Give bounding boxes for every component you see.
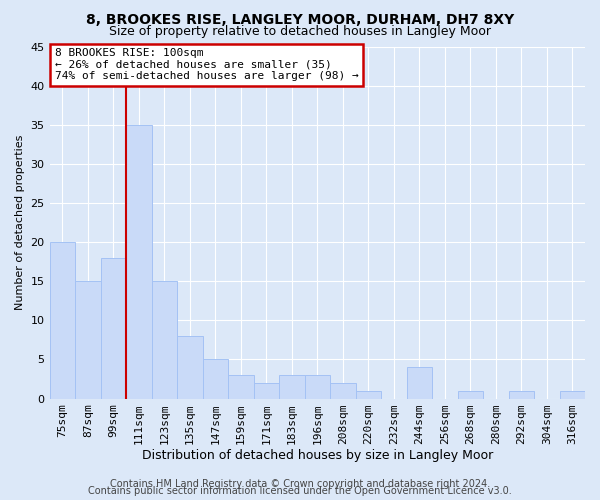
Bar [152, 281, 177, 398]
Bar [458, 391, 483, 398]
Bar [356, 391, 381, 398]
Bar [560, 391, 585, 398]
Bar [279, 375, 305, 398]
X-axis label: Distribution of detached houses by size in Langley Moor: Distribution of detached houses by size … [142, 450, 493, 462]
Bar [126, 124, 152, 398]
Bar [75, 281, 101, 398]
Bar [305, 375, 330, 398]
Bar [254, 383, 279, 398]
Text: Contains public sector information licensed under the Open Government Licence v3: Contains public sector information licen… [88, 486, 512, 496]
Bar [101, 258, 126, 398]
Bar [50, 242, 75, 398]
Bar [330, 383, 356, 398]
Bar [177, 336, 203, 398]
Bar [509, 391, 534, 398]
Text: Size of property relative to detached houses in Langley Moor: Size of property relative to detached ho… [109, 25, 491, 38]
Text: Contains HM Land Registry data © Crown copyright and database right 2024.: Contains HM Land Registry data © Crown c… [110, 479, 490, 489]
Y-axis label: Number of detached properties: Number of detached properties [15, 135, 25, 310]
Bar [203, 360, 228, 399]
Text: 8, BROOKES RISE, LANGLEY MOOR, DURHAM, DH7 8XY: 8, BROOKES RISE, LANGLEY MOOR, DURHAM, D… [86, 12, 514, 26]
Text: 8 BROOKES RISE: 100sqm
← 26% of detached houses are smaller (35)
74% of semi-det: 8 BROOKES RISE: 100sqm ← 26% of detached… [55, 48, 359, 82]
Bar [228, 375, 254, 398]
Bar [407, 368, 432, 398]
